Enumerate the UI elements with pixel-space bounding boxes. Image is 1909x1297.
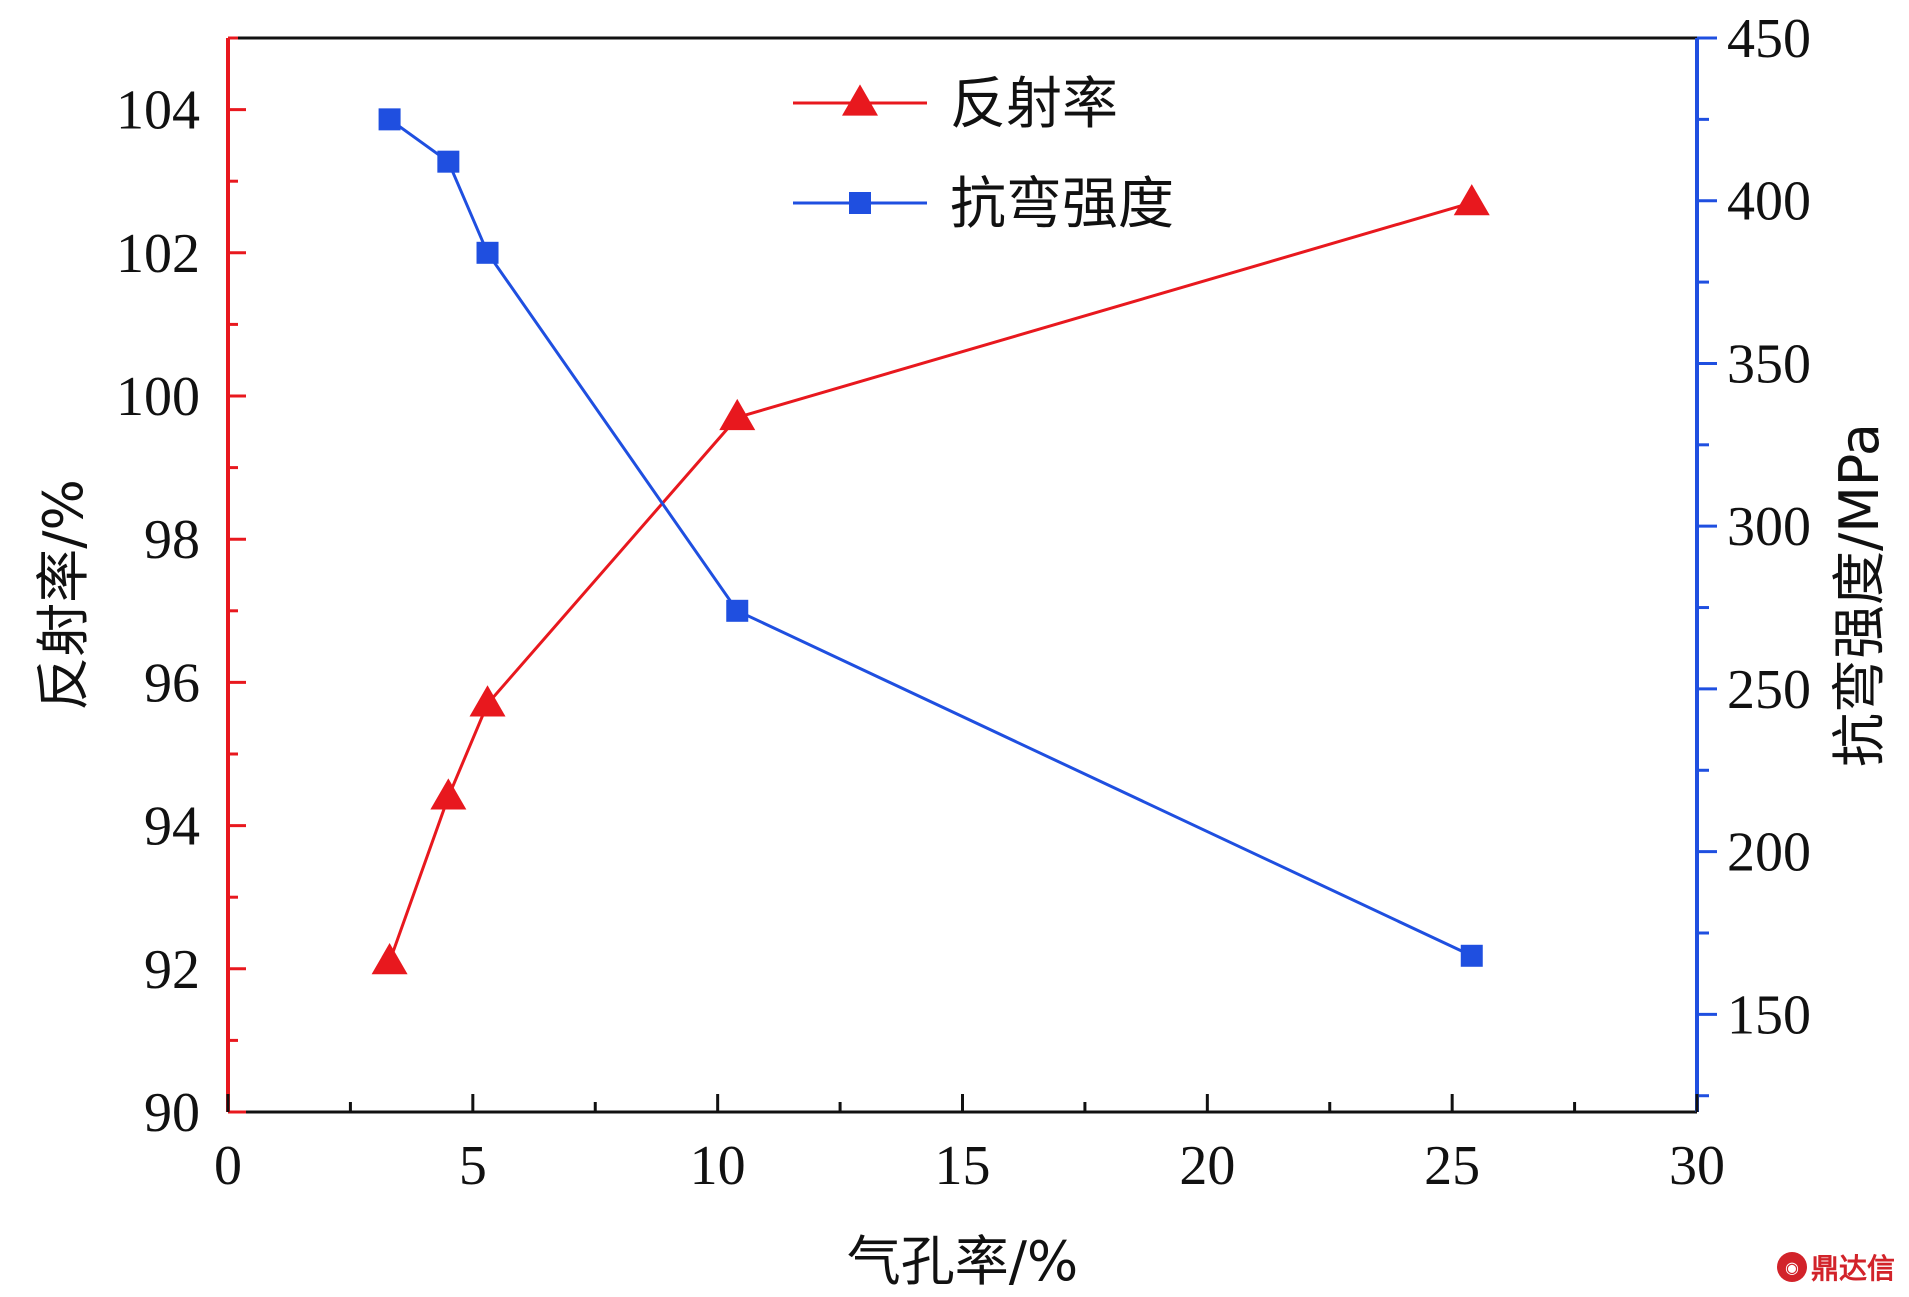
series-2-point xyxy=(1460,944,1483,967)
left-y-tick-label: 90 xyxy=(144,1082,200,1144)
left-y-axis-title: 反射率/% xyxy=(32,479,95,711)
x-tick-label: 25 xyxy=(1424,1135,1480,1197)
series-1-point xyxy=(719,398,756,431)
x-axis-title: 气孔率/% xyxy=(847,1230,1079,1293)
legend-label-1: 反射率 xyxy=(950,72,1118,137)
left-y-tick-label: 94 xyxy=(144,796,200,858)
series-2-point xyxy=(378,108,401,131)
x-tick-label: 5 xyxy=(459,1135,487,1197)
series-2-point xyxy=(726,599,749,622)
x-tick-label: 20 xyxy=(1179,1135,1235,1197)
x-axis: 0 5 10 15 20 25 30 xyxy=(214,1094,1725,1197)
right-y-tick-label: 150 xyxy=(1727,984,1811,1046)
watermark: ◉ 鼎达信 xyxy=(1776,1247,1895,1287)
series-1-point xyxy=(469,685,506,717)
series-line-1 xyxy=(388,201,1473,963)
left-y-tick-label: 104 xyxy=(116,80,200,142)
legend-marker-1 xyxy=(842,84,878,116)
series-layer xyxy=(371,108,1490,975)
series-line-2 xyxy=(388,118,1473,958)
x-tick-label: 0 xyxy=(214,1135,242,1197)
series-1-point xyxy=(1453,184,1490,216)
right-y-axis: 150 200 250 300 350 400 450 xyxy=(1697,8,1811,1098)
left-y-tick-label: 92 xyxy=(144,939,200,1001)
right-y-tick-label: 450 xyxy=(1727,8,1811,70)
right-y-tick-label: 350 xyxy=(1727,333,1811,395)
series-1-point xyxy=(430,778,467,810)
x-tick-label: 10 xyxy=(690,1135,746,1197)
series-2-point xyxy=(476,241,499,264)
left-y-tick-label: 98 xyxy=(144,509,200,571)
right-y-tick-label: 250 xyxy=(1727,659,1811,721)
watermark-text: 鼎达信 xyxy=(1810,1252,1895,1285)
legend-marker-2 xyxy=(849,192,871,214)
left-y-tick-label: 100 xyxy=(116,366,200,428)
legend-label-2: 抗弯强度 xyxy=(950,172,1174,237)
x-tick-label: 15 xyxy=(935,1135,991,1197)
right-y-axis-title: 抗弯强度/MPa xyxy=(1828,423,1891,767)
right-y-tick-label: 400 xyxy=(1727,171,1811,233)
right-y-tick-label: 300 xyxy=(1727,496,1811,558)
right-y-tick-label: 200 xyxy=(1727,822,1811,884)
x-tick-label: 30 xyxy=(1669,1135,1725,1197)
watermark-logo-icon: ◉ xyxy=(1776,1252,1807,1282)
series-2-point xyxy=(437,150,460,173)
series-1-point xyxy=(371,943,408,975)
left-y-tick-label: 96 xyxy=(144,652,200,714)
left-y-tick-label: 102 xyxy=(116,223,200,285)
left-y-axis: 90 92 94 96 98 100 102 104 xyxy=(116,36,246,1144)
